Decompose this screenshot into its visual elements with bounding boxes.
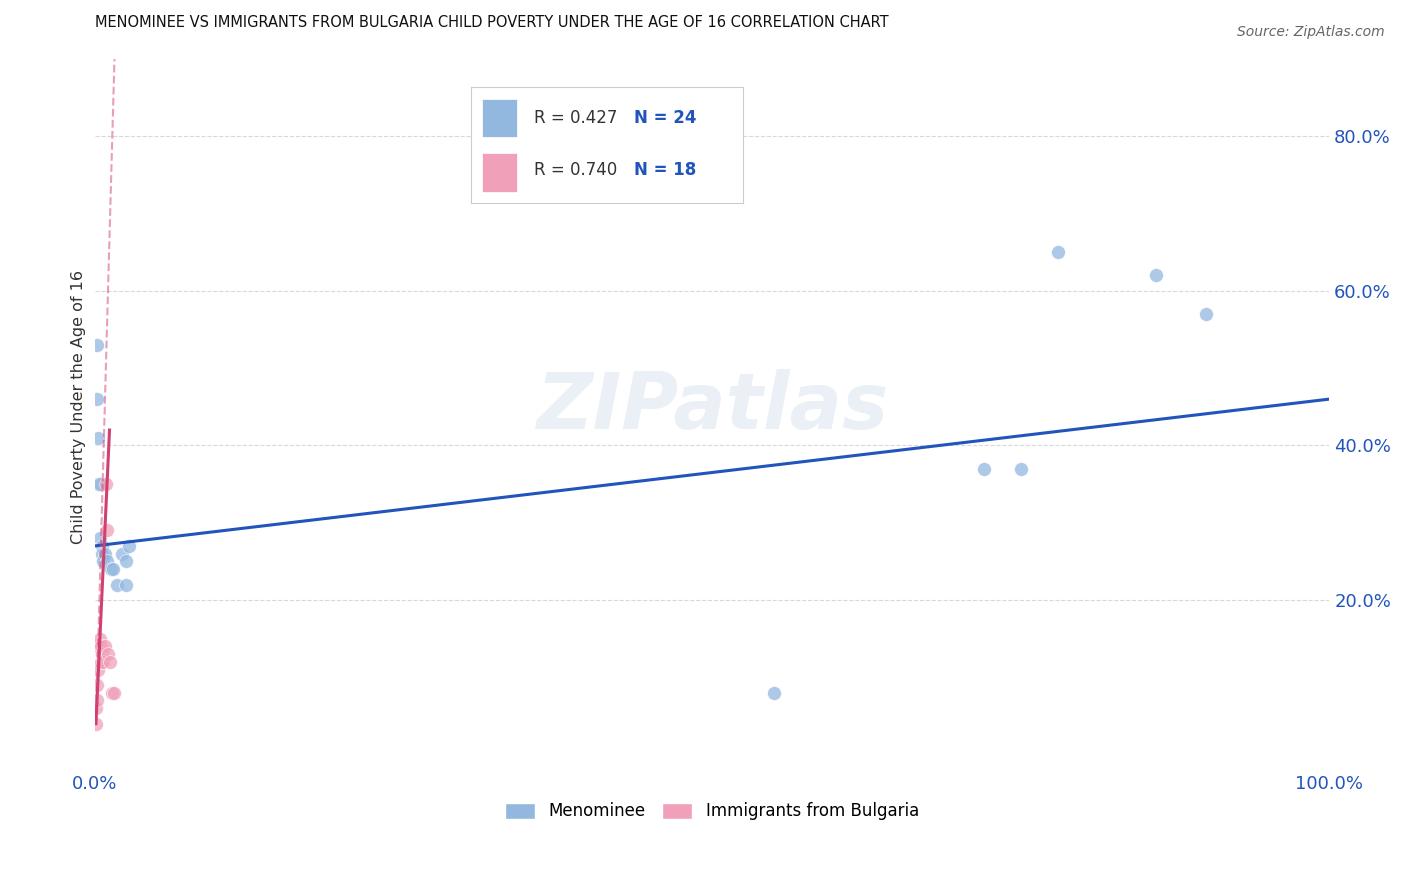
Point [100, 562, 122, 576]
Text: MENOMINEE VS IMMIGRANTS FROM BULGARIA CHILD POVERTY UNDER THE AGE OF 16 CORRELAT: MENOMINEE VS IMMIGRANTS FROM BULGARIA CH… [94, 15, 889, 30]
Point [86, 693, 108, 707]
Point [87, 477, 110, 491]
Point [93, 655, 115, 669]
Legend: Menominee, Immigrants from Bulgaria: Menominee, Immigrants from Bulgaria [499, 796, 925, 827]
Point [103, 686, 125, 700]
Point [89, 531, 111, 545]
Point [96, 524, 118, 538]
Point [97, 647, 120, 661]
Point [114, 577, 136, 591]
Point [111, 547, 134, 561]
Text: Source: ZipAtlas.com: Source: ZipAtlas.com [1237, 25, 1385, 39]
Point [101, 686, 124, 700]
Point [762, 686, 785, 700]
Point [90, 655, 112, 669]
Point [973, 461, 995, 475]
Point [93, 554, 115, 568]
Point [84, 701, 107, 715]
Point [96, 554, 118, 568]
Point [94, 477, 117, 491]
Point [89, 477, 111, 491]
Point [98, 655, 121, 669]
Point [86, 392, 108, 406]
Point [90, 640, 112, 654]
Point [86, 338, 108, 352]
Point [87, 431, 110, 445]
Point [93, 547, 115, 561]
Point [91, 547, 114, 561]
Point [114, 554, 136, 568]
Point [86, 678, 108, 692]
Point [1195, 307, 1218, 321]
Point [87, 663, 110, 677]
Y-axis label: Child Poverty Under the Age of 16: Child Poverty Under the Age of 16 [72, 270, 86, 544]
Text: ZIPatlas: ZIPatlas [536, 368, 889, 445]
Point [89, 632, 111, 646]
Point [1144, 268, 1167, 283]
Point [1046, 245, 1069, 260]
Point [105, 577, 128, 591]
Point [93, 640, 115, 654]
Point [91, 539, 114, 553]
Point [118, 539, 141, 553]
Point [91, 647, 114, 661]
Point [84, 716, 107, 731]
Point [87, 640, 110, 654]
Point [1010, 461, 1032, 475]
Point [103, 562, 125, 576]
